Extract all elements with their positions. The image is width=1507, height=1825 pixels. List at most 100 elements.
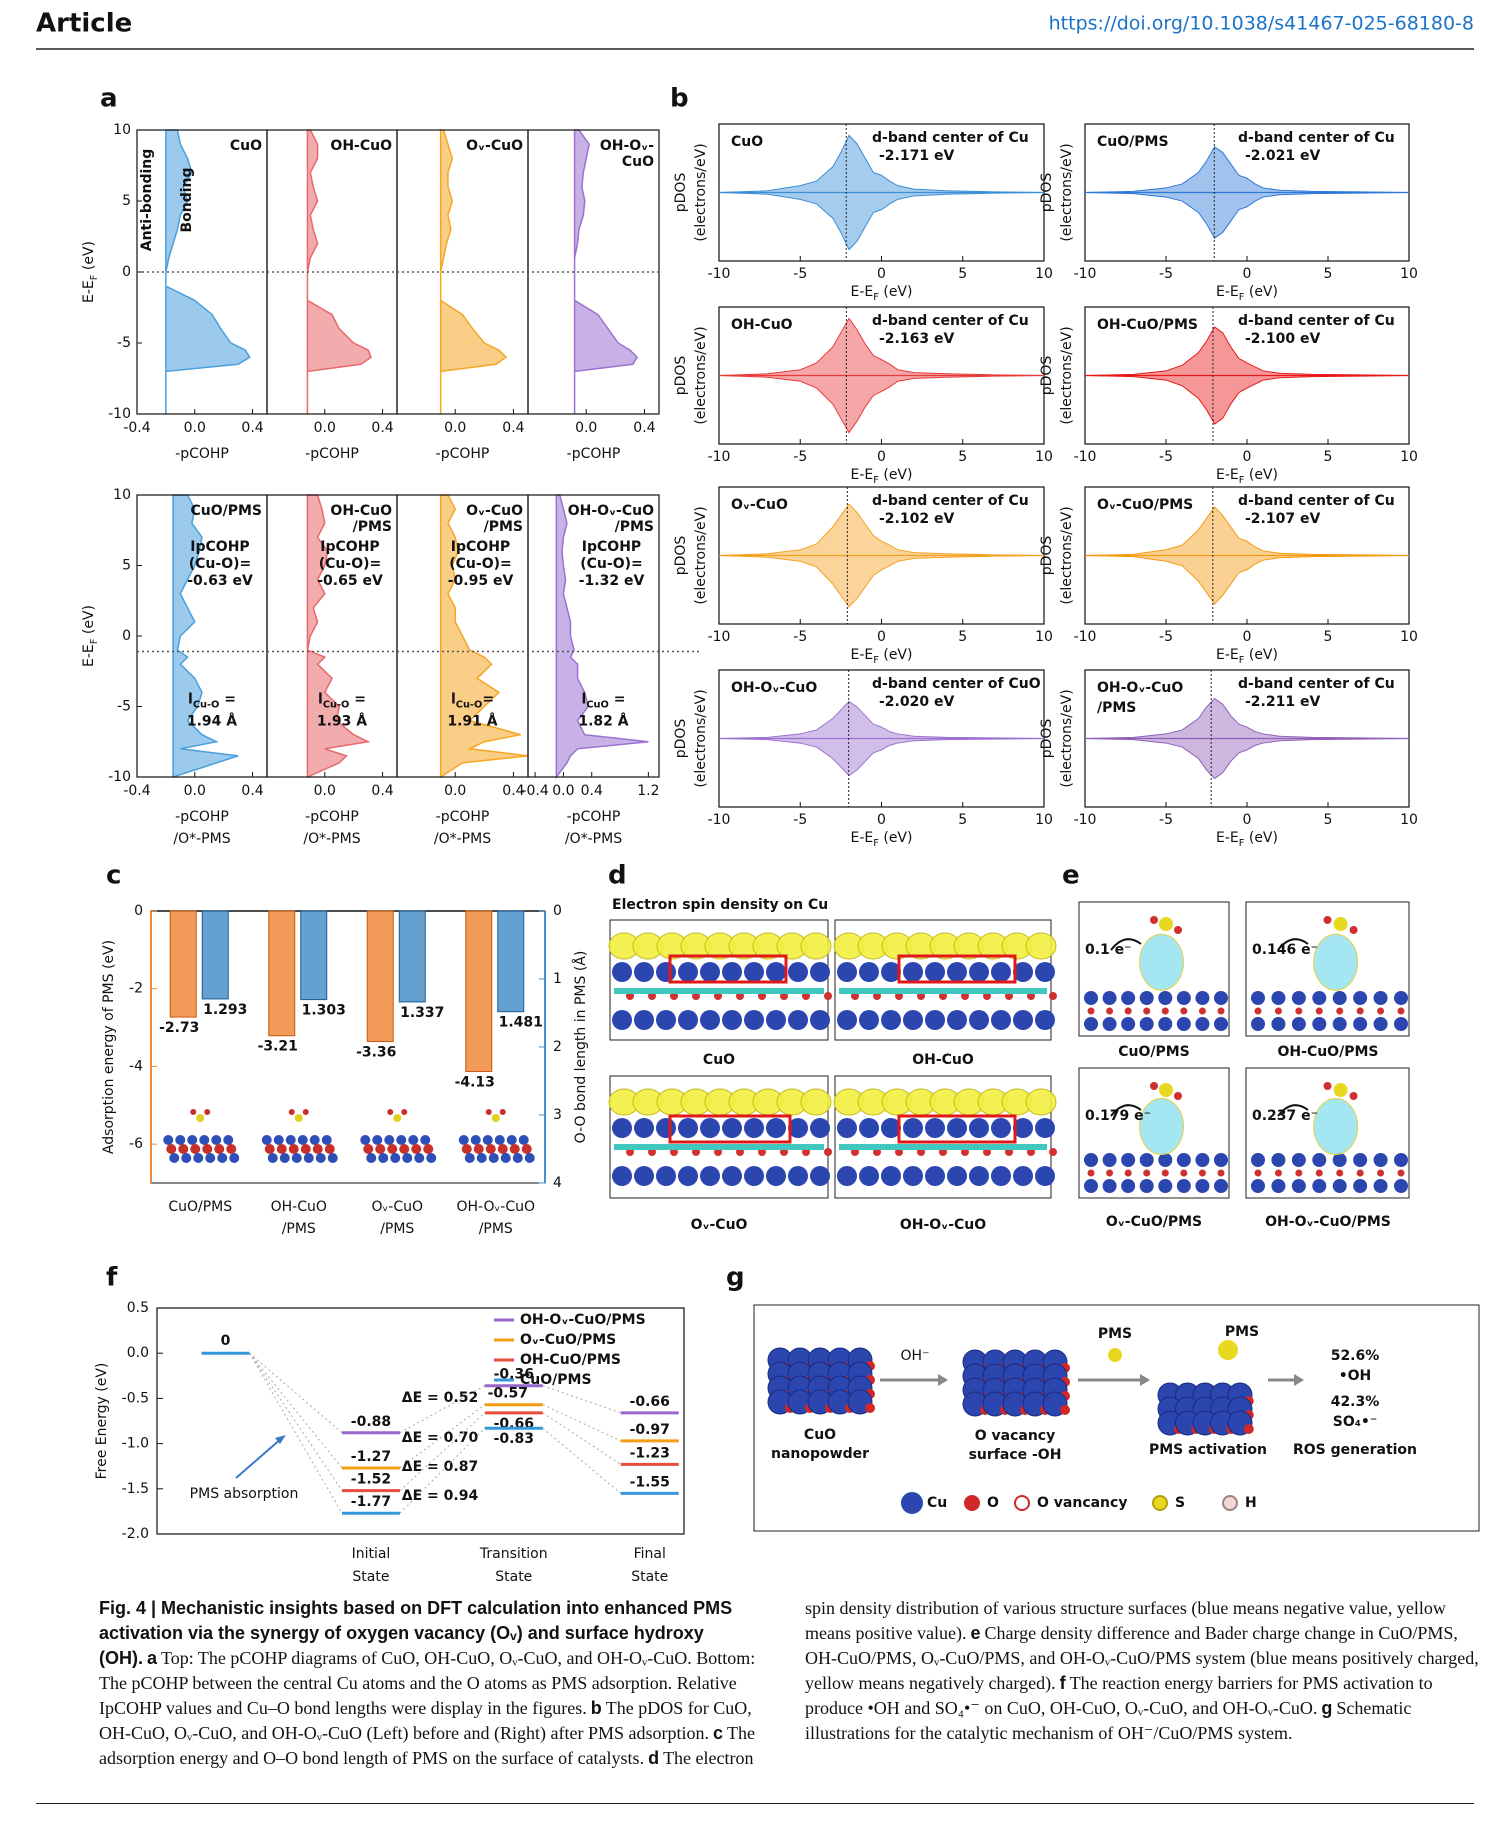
atom xyxy=(1295,1007,1303,1015)
y-axis-title: (electrons/eV) xyxy=(1059,326,1075,424)
pcohp-area xyxy=(172,494,239,779)
annotation: Anti-bonding xyxy=(139,149,155,252)
panel-title: /PMS xyxy=(484,519,523,535)
pdos-up xyxy=(1084,697,1410,739)
connector xyxy=(542,1404,621,1442)
atom xyxy=(1251,1179,1265,1193)
x-tick-label: 10 xyxy=(1035,266,1053,282)
atom xyxy=(300,1144,311,1154)
atom xyxy=(1106,1007,1114,1015)
x-tick-label: -5 xyxy=(793,812,807,828)
pdos-down xyxy=(1084,375,1410,425)
atom xyxy=(485,1109,492,1115)
image-caption: Oᵥ-CuO xyxy=(691,1217,748,1233)
atom xyxy=(1394,991,1408,1005)
bar xyxy=(398,910,426,1003)
x-tick-label: -10 xyxy=(1074,629,1097,645)
panel-letter: g xyxy=(726,1263,745,1293)
atom xyxy=(1373,1017,1388,1031)
atom xyxy=(1013,1010,1033,1030)
bond-label: lCu-O = xyxy=(318,691,366,710)
atom xyxy=(494,1135,505,1145)
atom xyxy=(1312,1153,1327,1167)
atom xyxy=(1332,1017,1347,1031)
atom xyxy=(1084,1017,1098,1031)
plot-title: OH-CuO xyxy=(731,317,793,333)
bond-label: lCuO = xyxy=(582,691,626,710)
connector xyxy=(399,1385,486,1434)
atom xyxy=(1139,991,1154,1005)
pdos-up xyxy=(718,700,1045,739)
schematic-label: SO₄•⁻ xyxy=(1333,1414,1377,1430)
atom xyxy=(1035,1166,1055,1186)
atom xyxy=(1217,1007,1225,1015)
atom xyxy=(199,1135,210,1145)
x-tick-label: Transition xyxy=(479,1546,548,1562)
bond-label-part: l xyxy=(582,691,587,707)
doi-link[interactable]: https://doi.org/10.1038/s41467-025-68180… xyxy=(1049,13,1474,35)
atom xyxy=(810,1010,830,1030)
x-axis-title-part: (eV) xyxy=(879,647,913,663)
legend-label: O xyxy=(987,1495,999,1511)
x-tick-label: 0.0 xyxy=(184,420,206,436)
atom xyxy=(612,1166,632,1186)
atom xyxy=(947,962,967,982)
y-tick-label: -2 xyxy=(129,981,143,997)
bar xyxy=(300,910,328,1001)
y-axis-title: (electrons/eV) xyxy=(693,689,709,787)
spin-band xyxy=(839,988,1047,994)
arrow-head xyxy=(275,1435,286,1444)
y-tick-label: 0 xyxy=(134,903,143,919)
x-tick-label: /PMS xyxy=(380,1221,414,1237)
pdos-down xyxy=(1084,738,1410,780)
atom xyxy=(1176,1179,1191,1193)
panel-letter: c xyxy=(106,861,121,891)
y-axis-title: pDOS xyxy=(673,356,689,396)
atom xyxy=(267,1153,278,1163)
legend-label: OH-CuO/PMS xyxy=(520,1352,621,1368)
x-tick-label: 1.2 xyxy=(637,783,659,799)
atom xyxy=(1243,1424,1254,1434)
x-tick-label: 10 xyxy=(1400,812,1418,828)
atom xyxy=(1158,1017,1173,1031)
atom xyxy=(204,1109,211,1115)
atom xyxy=(1035,1118,1055,1138)
atom xyxy=(1251,991,1265,1005)
x-axis-title: E-EF (eV) xyxy=(1216,830,1278,849)
bond-label-part: = xyxy=(482,691,494,707)
y-axis-title: (electrons/eV) xyxy=(693,143,709,241)
caption-text: Schematic illustrations for the catalyti… xyxy=(805,1698,1412,1743)
atom xyxy=(512,1153,523,1163)
atom xyxy=(1291,1017,1306,1031)
panel-title: CuO xyxy=(230,138,262,154)
atom xyxy=(223,1135,234,1145)
atom xyxy=(1159,917,1173,931)
atom xyxy=(1394,1153,1408,1167)
level-label: -1.27 xyxy=(351,1449,391,1465)
arrow-head xyxy=(938,1374,948,1386)
atom xyxy=(193,1153,204,1163)
atom xyxy=(903,1118,923,1138)
x-axis-title: -pCOHP xyxy=(436,446,490,462)
panel-title: Oᵥ-CuO xyxy=(466,503,523,519)
atom xyxy=(1035,1010,1055,1030)
atom xyxy=(476,1153,487,1163)
bond-label-part: = xyxy=(609,691,626,707)
image-caption: CuO/PMS xyxy=(1118,1044,1190,1060)
value-label: 1.481 xyxy=(499,1015,543,1031)
panel-title: OH-CuO xyxy=(330,138,392,154)
level-label: -0.83 xyxy=(494,1431,534,1447)
atom xyxy=(969,1166,989,1186)
panel-letter: d xyxy=(608,861,627,891)
plot-frame xyxy=(156,1307,685,1535)
panel-title: CuO/PMS xyxy=(190,503,262,519)
connector xyxy=(542,1427,622,1494)
d-band-value: -2.021 eV xyxy=(1245,148,1320,164)
atom xyxy=(309,1135,320,1145)
atom xyxy=(969,962,989,982)
atom xyxy=(722,1166,742,1186)
atom xyxy=(1254,1169,1262,1177)
atom xyxy=(925,1010,945,1030)
x-axis-title-part: F xyxy=(1239,292,1245,303)
atom xyxy=(612,1118,632,1138)
